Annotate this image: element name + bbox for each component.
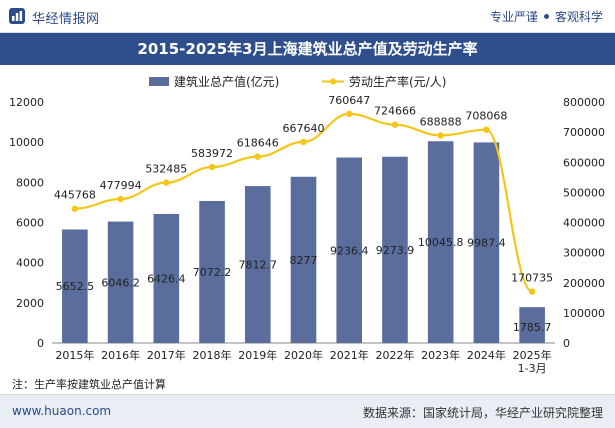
x-tick-label: 2018年 [193,348,232,362]
y-left-tick-label: 6000 [16,217,44,230]
y-right-tick-label: 600000 [563,156,605,169]
y-left-tick-label: 10000 [9,136,44,149]
y-right-tick-label: 400000 [563,217,605,230]
bar [519,307,545,343]
line-value-label: 688888 [420,115,462,128]
line-point [437,132,444,139]
y-left-tick-label: 4000 [16,257,44,270]
bar-value-label: 10045.8 [418,236,464,249]
y-right-tick-label: 500000 [563,186,605,199]
bar [382,156,408,343]
line-point [391,121,399,128]
x-tick-label: 2016年 [101,348,140,362]
line-point [346,110,353,118]
bar-value-label: 8277 [290,254,318,267]
y-right-tick-label: 800000 [563,96,605,109]
bar [199,200,225,343]
x-tick-label: 2025年 [513,348,552,362]
logo-icon [9,8,25,24]
slogan-right: 客观科学 [554,10,603,24]
x-tick-label: 1-3月 [518,362,547,374]
x-tick-label: 2024年 [467,348,506,362]
footer-bar: www.huaon.com 数据来源：国家统计局，华经产业研究院整理 [0,394,615,428]
line-value-label: 445768 [54,189,96,202]
bar-value-label: 6426.4 [147,272,186,285]
line-value-label: 760647 [328,94,370,107]
bar-value-label: 7812.7 [239,259,278,272]
brand-name: 华经情报网 [32,12,100,27]
x-tick-label: 2021年 [330,348,369,362]
line-point [300,138,307,146]
bar-value-label: 7072.2 [193,266,232,279]
line-point [71,205,79,212]
line-value-label: 708068 [465,110,507,123]
x-tick-label: 2017年 [147,348,186,362]
line-value-label: 618646 [237,137,279,150]
y-right-tick-label: 300000 [563,247,605,260]
bar-value-label: 9236.4 [330,244,369,257]
bar [244,186,271,343]
line-point [483,126,490,133]
slogan: 专业严谨 客观科学 [490,8,603,25]
line-point [208,163,216,171]
website-link[interactable]: www.huaon.com [12,404,112,418]
data-source: 数据来源：国家统计局，华经产业研究院整理 [362,406,603,420]
slogan-left: 专业严谨 [489,10,538,24]
bar [290,176,317,343]
y-right-tick-label: 200000 [563,277,605,290]
legend-line-label: 劳动生产率(元/人) [349,74,446,89]
bar [62,229,88,343]
y-left-tick-label: 12000 [9,96,44,109]
chart-note: 注：生产率按建筑业总产值计算 [12,378,166,391]
legend-bar-swatch [149,77,169,86]
y-right-tick-label: 0 [563,337,570,350]
line-point [163,179,170,186]
x-tick-label: 2022年 [375,348,414,362]
y-right-tick-label: 700000 [563,126,605,139]
y-left-tick-label: 0 [37,337,44,350]
line-value-label: 667640 [283,122,325,135]
line-value-label: 583972 [191,147,233,160]
x-tick-label: 2020年 [284,348,323,362]
x-tick-label: 2019年 [238,348,277,362]
bar [153,213,180,343]
legend-bar-label: 建筑业总产值(亿元) [174,74,279,89]
line-point [528,288,536,295]
bar-value-label: 5652.5 [56,280,95,293]
bar-value-label: 9987.4 [467,237,506,250]
line-point [254,153,261,160]
x-tick-label: 2015年 [55,348,94,362]
line-value-label: 724666 [374,105,416,118]
y-left-tick-label: 8000 [16,176,44,189]
bar [427,141,454,343]
y-left-tick-label: 2000 [16,297,44,310]
title-bar: 2015-2025年3月上海建筑业总产值及劳动生产率 [0,33,615,65]
bar-value-label: 1785.7 [513,321,552,334]
legend-line-marker [330,78,336,85]
bar-value-label: 9273.9 [376,244,415,257]
top-bar: 华经情报网 专业严谨 客观科学 [0,0,615,33]
line-value-label: 170735 [511,272,553,285]
x-tick-label: 2023年 [421,348,460,362]
y-right-tick-label: 100000 [563,307,605,320]
line-value-label: 532485 [145,163,187,176]
chart-svg: 建筑业总产值(亿元) 劳动生产率(元/人) 0 2000 4000 6000 8000 100… [9,74,605,374]
chart-title: 2015-2025年3月上海建筑业总产值及劳动生产率 [137,40,478,58]
bullet-dot-icon [543,14,549,19]
bar [336,157,363,343]
bar [107,221,134,343]
bar-value-label: 6046.2 [101,276,140,289]
line-point [117,195,124,203]
line-value-label: 477994 [100,179,142,192]
bar [473,142,500,343]
